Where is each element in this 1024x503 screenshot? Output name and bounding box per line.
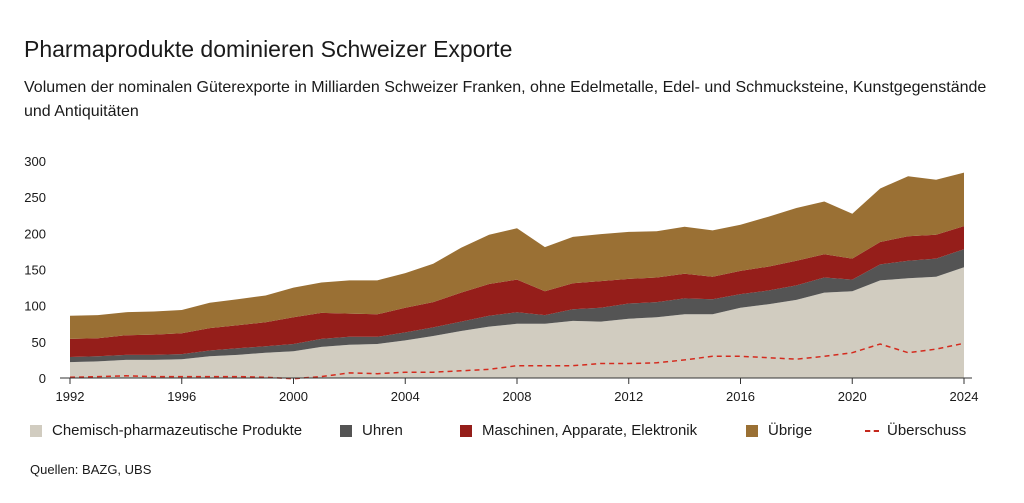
- legend-label-pharma: Chemisch-pharmazeutische Produkte: [52, 422, 303, 439]
- y-tick-label: 100: [24, 299, 46, 314]
- x-tick-label: 2008: [503, 389, 532, 404]
- x-tick-label: 2000: [279, 389, 308, 404]
- area-maschinen: [70, 226, 964, 357]
- legend-item-pharma: Chemisch-pharmazeutische Produkte: [30, 422, 302, 439]
- legend-item-uebrige: Übrige: [746, 422, 812, 439]
- y-tick-label: 300: [24, 154, 46, 169]
- y-tick-label: 150: [24, 263, 46, 278]
- legend-swatch-uebrige: [746, 424, 758, 437]
- axes: 0 50 100 150 200 250 300 1992 1996 2000 2004 2008 20…: [24, 154, 978, 404]
- legend-item-ueberschuss: Überschuss: [865, 422, 966, 439]
- legend-swatch-uhren: [340, 424, 352, 437]
- x-tick-label: 2024: [950, 389, 979, 404]
- legend-label-uebrige: Übrige: [768, 422, 813, 439]
- source-note: Quellen: BAZG, UBS: [30, 462, 152, 477]
- legend-swatch-ueberschuss: [865, 429, 879, 432]
- area-layers: [70, 172, 964, 378]
- export-stacked-area-chart: 0 50 100 150 200 250 300 1992 1996 2000 2004 2008 20…: [24, 154, 978, 404]
- x-tick-label: 2020: [838, 389, 867, 404]
- area-pharma: [70, 267, 964, 378]
- legend-label-maschinen: Maschinen, Apparate, Elektronik: [482, 422, 698, 439]
- x-tick-label: 1996: [167, 389, 196, 404]
- y-tick-label: 0: [39, 371, 46, 386]
- y-tick-label: 200: [24, 226, 46, 241]
- x-tick-label: 2016: [726, 389, 755, 404]
- x-tick-label: 2004: [391, 389, 420, 404]
- legend-swatch-pharma: [30, 424, 42, 437]
- y-tick-label: 50: [32, 335, 46, 350]
- x-tick-label: 2012: [614, 389, 643, 404]
- legend-swatch-maschinen: [460, 424, 472, 437]
- x-tick-label: 1992: [56, 389, 85, 404]
- legend-label-uhren: Uhren: [362, 422, 403, 439]
- area-uebrige: [70, 172, 964, 339]
- chart-subtitle: Volumen der nominalen Güterexporte in Mi…: [24, 79, 987, 120]
- legend: Chemisch-pharmazeutische Produkte Uhren …: [0, 422, 1024, 444]
- legend-item-uhren: Uhren: [340, 422, 403, 439]
- legend-label-ueberschuss: Überschuss: [887, 422, 967, 439]
- legend-item-maschinen: Maschinen, Apparate, Elektronik: [460, 422, 697, 439]
- chart-title: Pharmaprodukte dominieren Schweizer Expo…: [24, 36, 513, 62]
- y-tick-label: 250: [24, 190, 46, 205]
